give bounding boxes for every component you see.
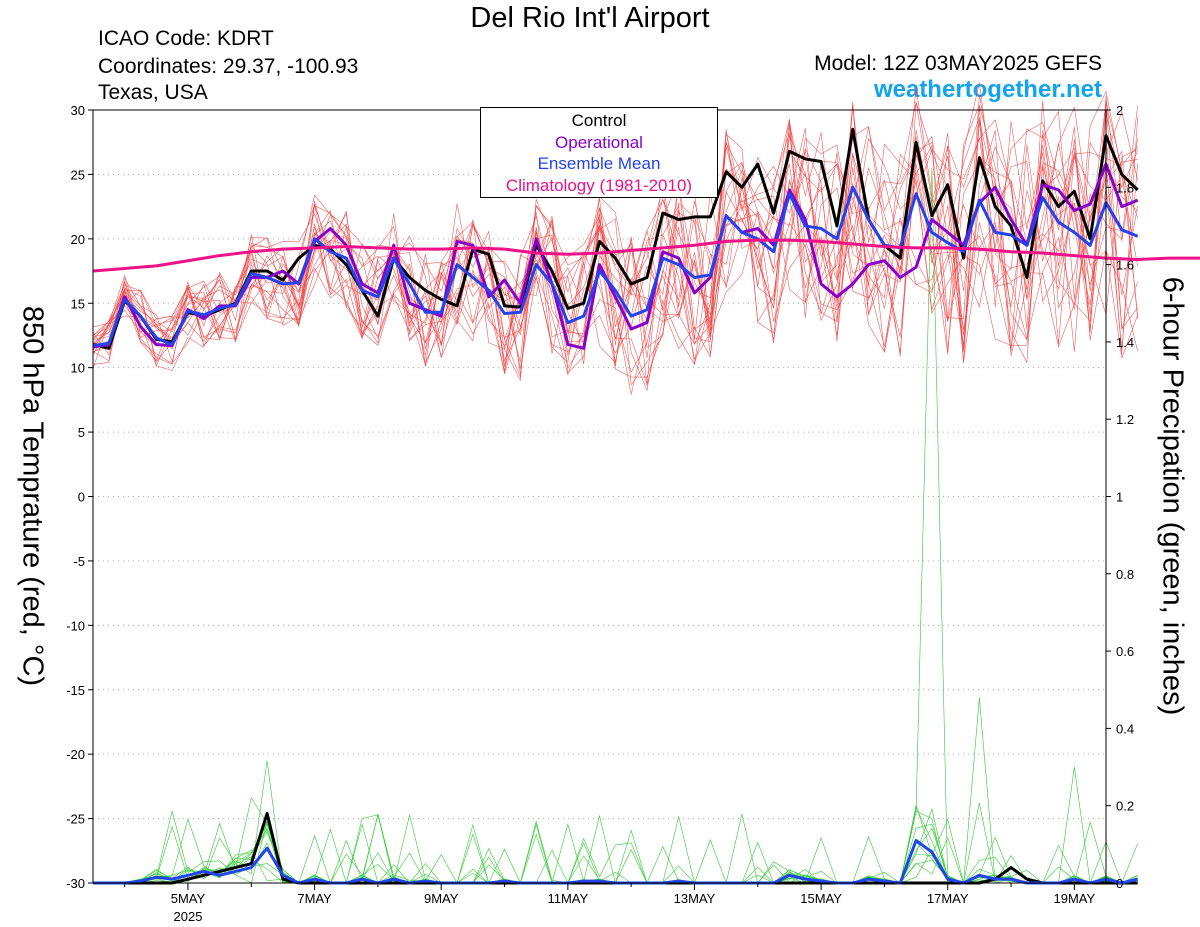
temp-member-line [92,104,1138,374]
x-tick-label: 7MAY [297,891,332,906]
y-left-tick-label: 5 [78,425,85,440]
y-right-tick-label: 0.2 [1116,799,1134,814]
y-left-tick-label: 30 [71,103,85,118]
y-left-tick-label: -30 [66,876,85,891]
x-tick-label: 15MAY [800,891,842,906]
y-left-tick-label: -25 [66,812,85,827]
y-axis-label-left: 850 hPa Temprature (red, °C) [16,305,49,687]
y-right-tick-label: 1.8 [1116,180,1134,195]
y-right-tick-label: 0.6 [1116,644,1134,659]
legend-climatology: Climatology (1981-2010) [505,175,693,195]
temp-member-line [92,122,1138,368]
y-left-tick-label: 15 [71,296,85,311]
ensemble-members [92,82,1138,885]
model-run: Model: 12Z 03MAY2025 GEFS [814,52,1102,75]
y-right-tick-label: 2 [1116,103,1123,118]
site-link[interactable]: weathertogether.net [873,76,1102,103]
temp-member-line [92,126,1138,385]
temp-member-line [92,119,1138,364]
coordinates: Coordinates: 29.37, -100.93 [98,55,359,78]
y-left-tick-label: -10 [66,618,85,633]
y-right-tick-label: 0.8 [1116,567,1134,582]
x-tick-label: 17MAY [927,891,969,906]
y-right-tick-label: 1 [1116,490,1123,505]
series-control [92,127,1139,350]
y-right-tick-label: 1.2 [1116,412,1134,427]
x-tick-label: 5MAY [171,891,206,906]
temp-member-line [92,106,1138,375]
precip-member-line [93,820,1138,884]
x-tick-sublabel: 2025 [174,909,203,924]
series-ensemble-mean [92,185,1139,348]
legend-operational: Operational [555,132,643,152]
precip-member-line [93,767,1138,884]
temp-member-line [92,117,1138,395]
legend-ensemble-mean: Ensemble Mean [537,154,661,173]
temp-member-line [92,90,1138,378]
x-tick-label: 11MAY [547,891,588,906]
legend-control: Control [571,111,627,130]
series-climatology-1981-2010 [92,238,1200,273]
temp-member-line [92,82,1138,386]
x-tick-label: 9MAY [424,891,459,906]
y-left-tick-label: 25 [71,167,85,182]
y-left-tick-label: 10 [71,361,85,376]
chart-title: Del Rio Int'l Airport [470,2,710,34]
series-ensemble-mean-precip [93,838,1139,885]
temp-member-line [92,95,1138,373]
temp-member-line [92,100,1138,386]
axis-ticks: -30-25-20-15-10-505101520253000.20.40.60… [66,103,1134,924]
x-tick-label: 19MAY [1054,891,1096,906]
legend: Control Operational Ensemble Mean Climat… [480,107,718,198]
y-right-tick-label: 0.4 [1116,721,1134,736]
y-right-tick-label: 0 [1116,876,1123,891]
y-left-tick-label: 20 [71,232,85,247]
y-left-tick-label: -5 [73,554,85,569]
precip-member-line [93,697,1138,884]
y-axis-label-right: 6-hour Precipation (green, inches) [1156,276,1189,716]
icao-code: ICAO Code: KDRT [98,27,274,50]
y-left-tick-label: -20 [66,747,85,762]
y-left-tick-label: -15 [66,683,85,698]
y-right-tick-label: 1.4 [1116,335,1134,350]
region: Texas, USA [98,81,208,104]
y-left-tick-label: 0 [78,490,85,505]
x-tick-label: 13MAY [674,891,716,906]
y-right-tick-label: 1.6 [1116,258,1134,273]
